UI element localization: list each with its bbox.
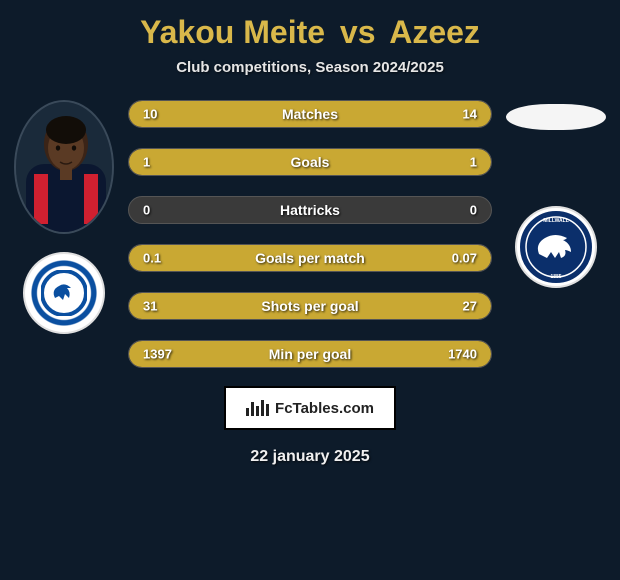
vs-label: vs	[340, 14, 376, 50]
stat-value-b: 27	[463, 299, 477, 314]
stat-label: Min per goal	[269, 346, 351, 362]
stat-bar: 10 Matches 14	[128, 100, 492, 128]
stat-bar: 31 Shots per goal 27	[128, 292, 492, 320]
stat-label: Hattricks	[280, 202, 340, 218]
stat-bar: 0 Hattricks 0	[128, 196, 492, 224]
stat-label: Goals	[291, 154, 330, 170]
stat-value-a: 0.1	[143, 251, 161, 266]
player-b-club-badge: MILLWALL 1885	[515, 206, 597, 288]
stat-fill-b	[310, 149, 491, 175]
page-title: Yakou Meite vs Azeez	[140, 14, 480, 51]
stat-value-b: 1740	[448, 347, 477, 362]
player-a-column	[8, 100, 120, 334]
stat-value-b: 0	[470, 203, 477, 218]
stat-value-a: 31	[143, 299, 157, 314]
stats-column: 10Matches141Goals10Hattricks00.1Goals pe…	[120, 100, 500, 368]
player-a-name: Yakou Meite	[140, 14, 325, 50]
stat-fill-a	[129, 149, 310, 175]
player-b-column: MILLWALL 1885	[500, 100, 612, 288]
stat-value-a: 10	[143, 107, 157, 122]
main-row: 10Matches141Goals10Hattricks00.1Goals pe…	[0, 100, 620, 368]
stat-bar: 1397 Min per goal 1740	[128, 340, 492, 368]
stat-label: Goals per match	[255, 250, 365, 266]
svg-text:1885: 1885	[550, 274, 561, 280]
footer-date: 22 january 2025	[250, 448, 369, 466]
source-label: FcTables.com	[275, 400, 374, 417]
stat-bar: 1 Goals 1	[128, 148, 492, 176]
stat-value-a: 1	[143, 155, 150, 170]
stat-value-a: 1397	[143, 347, 172, 362]
stat-value-b: 14	[463, 107, 477, 122]
stat-label: Matches	[282, 106, 338, 122]
stat-bar: 0.1 Goals per match 0.07	[128, 244, 492, 272]
source-badge[interactable]: FcTables.com	[224, 386, 396, 430]
player-b-avatar	[506, 104, 606, 130]
player-a-club-badge	[23, 252, 105, 334]
subtitle: Club competitions, Season 2024/2025	[176, 59, 444, 76]
player-b-name: Azeez	[389, 14, 480, 50]
svg-text:MILLWALL: MILLWALL	[543, 218, 569, 224]
source-logo-icon	[246, 400, 269, 416]
player-a-avatar	[14, 100, 114, 234]
stat-value-b: 0.07	[452, 251, 477, 266]
stat-label: Shots per goal	[261, 298, 358, 314]
stat-value-a: 0	[143, 203, 150, 218]
stat-value-b: 1	[470, 155, 477, 170]
comparison-card: Yakou Meite vs Azeez Club competitions, …	[0, 0, 620, 466]
